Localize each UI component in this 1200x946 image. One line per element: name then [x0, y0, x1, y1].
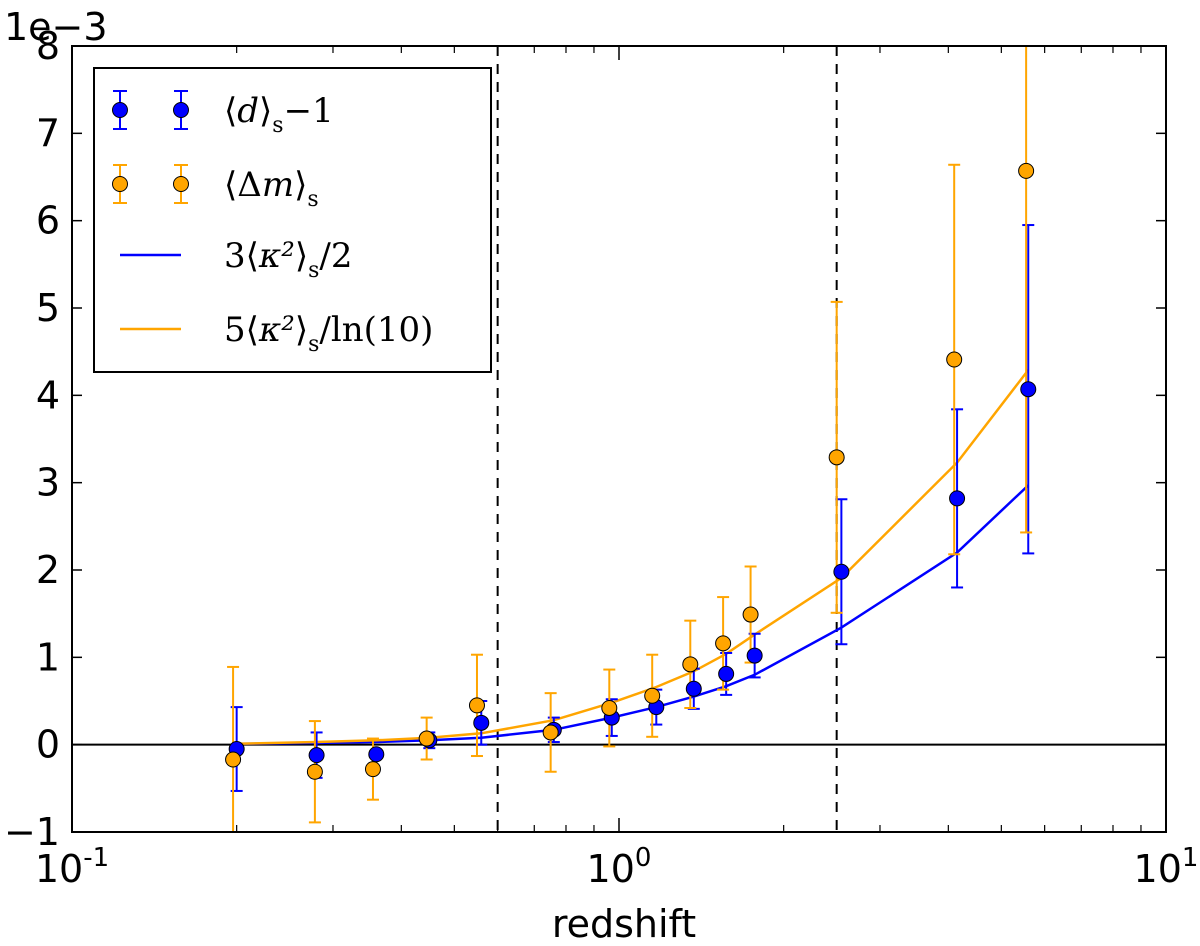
legend-label-pre: 5⟨ — [224, 310, 259, 350]
y-tick-label: 8 — [36, 24, 60, 68]
x-tick-base: 10 — [35, 847, 83, 891]
legend-label-pre: 3⟨ — [224, 236, 259, 276]
data-point — [742, 606, 759, 623]
legend-label-post: ⟩ — [294, 165, 307, 205]
legend-marker — [112, 176, 128, 192]
legend-label-tail: −1 — [284, 91, 334, 131]
legend-entry-2: 3⟨κ²⟩s/2 — [120, 236, 353, 283]
data-point — [685, 680, 702, 697]
y-tick-label: −1 — [4, 810, 60, 854]
legend-box — [93, 67, 492, 373]
data-point — [368, 746, 385, 763]
legend-marker — [112, 102, 128, 118]
data-point — [418, 730, 435, 747]
y-tick-label: 0 — [36, 723, 60, 767]
data-point — [746, 647, 763, 664]
legend-label-sub: s — [307, 187, 318, 212]
legend-label-post: ⟩ — [295, 310, 308, 350]
series-line-orange — [236, 369, 1030, 746]
x-tick-exponent: -1 — [83, 843, 109, 873]
data-point — [682, 656, 699, 673]
series-line-blue — [236, 484, 1030, 746]
legend-label: ⟨Δm⟩s — [224, 165, 319, 212]
data-point — [468, 697, 485, 714]
data-point — [718, 665, 735, 682]
y-tick-label: 2 — [36, 548, 60, 592]
data-point — [601, 699, 618, 716]
legend-entry-1: ⟨Δm⟩s — [112, 164, 319, 212]
legend-label-post: ⟩ — [259, 91, 272, 131]
legend-label-var: κ² — [258, 310, 295, 350]
legend-label-var: κ² — [258, 236, 295, 276]
legend-label-sub: s — [308, 258, 319, 283]
y-tick-label: 6 — [36, 199, 60, 243]
legend-label-pre: ⟨Δ — [224, 165, 262, 205]
data-layer — [225, 46, 1037, 832]
x-axis-label: redshift — [552, 902, 696, 946]
legend-label-var: m — [262, 165, 294, 205]
x-tick-base: 10 — [1134, 847, 1182, 891]
legend-marker — [173, 176, 189, 192]
x-tick-label: 101 — [1134, 843, 1199, 891]
legend-label-tail: /2 — [319, 236, 352, 276]
data-point — [644, 687, 661, 704]
data-point — [946, 351, 963, 368]
legend-label-post: ⟩ — [295, 236, 308, 276]
x-tick-label: 10-1 — [35, 843, 109, 891]
data-point — [364, 761, 381, 778]
x-tick-exponent: 1 — [1182, 843, 1199, 873]
x-tick-label: 100 — [587, 843, 652, 891]
legend-label-sub: s — [308, 332, 319, 357]
series-points-orange — [225, 162, 1035, 780]
data-point — [473, 714, 490, 731]
y-multiplier-label: 1e−3 — [4, 5, 108, 49]
data-point — [1020, 381, 1037, 398]
legend-label: 5⟨κ²⟩s/ln(10) — [224, 310, 433, 357]
legend-label-pre: ⟨ — [224, 91, 237, 131]
y-tick-label: 3 — [36, 461, 60, 505]
data-point — [828, 449, 845, 466]
data-point — [949, 490, 966, 507]
y-tick-label: 5 — [36, 286, 60, 330]
data-point — [308, 747, 325, 764]
data-point — [833, 563, 850, 580]
legend-label-var: d — [237, 91, 259, 131]
legend-label: 3⟨κ²⟩s/2 — [224, 236, 353, 283]
legend-marker — [173, 102, 189, 118]
x-tick-exponent: 0 — [635, 843, 652, 873]
data-point — [306, 763, 323, 780]
y-tick-label: 4 — [36, 373, 60, 417]
legend-entry-3: 5⟨κ²⟩s/ln(10) — [120, 310, 433, 357]
data-point — [1018, 162, 1035, 179]
legend: ⟨d⟩s−1⟨Δm⟩s3⟨κ²⟩s/25⟨κ²⟩s/ln(10) — [93, 67, 492, 373]
data-point — [225, 751, 242, 768]
legend-label-sub: s — [272, 113, 283, 138]
data-point — [542, 724, 559, 741]
legend-label: ⟨d⟩s−1 — [224, 91, 334, 138]
legend-entry-0: ⟨d⟩s−1 — [112, 90, 334, 138]
data-point — [715, 635, 732, 652]
legend-label-tail: /ln(10) — [319, 310, 433, 350]
y-tick-label: 7 — [36, 111, 60, 155]
y-tick-label: 1 — [36, 635, 60, 679]
x-tick-base: 10 — [587, 847, 635, 891]
